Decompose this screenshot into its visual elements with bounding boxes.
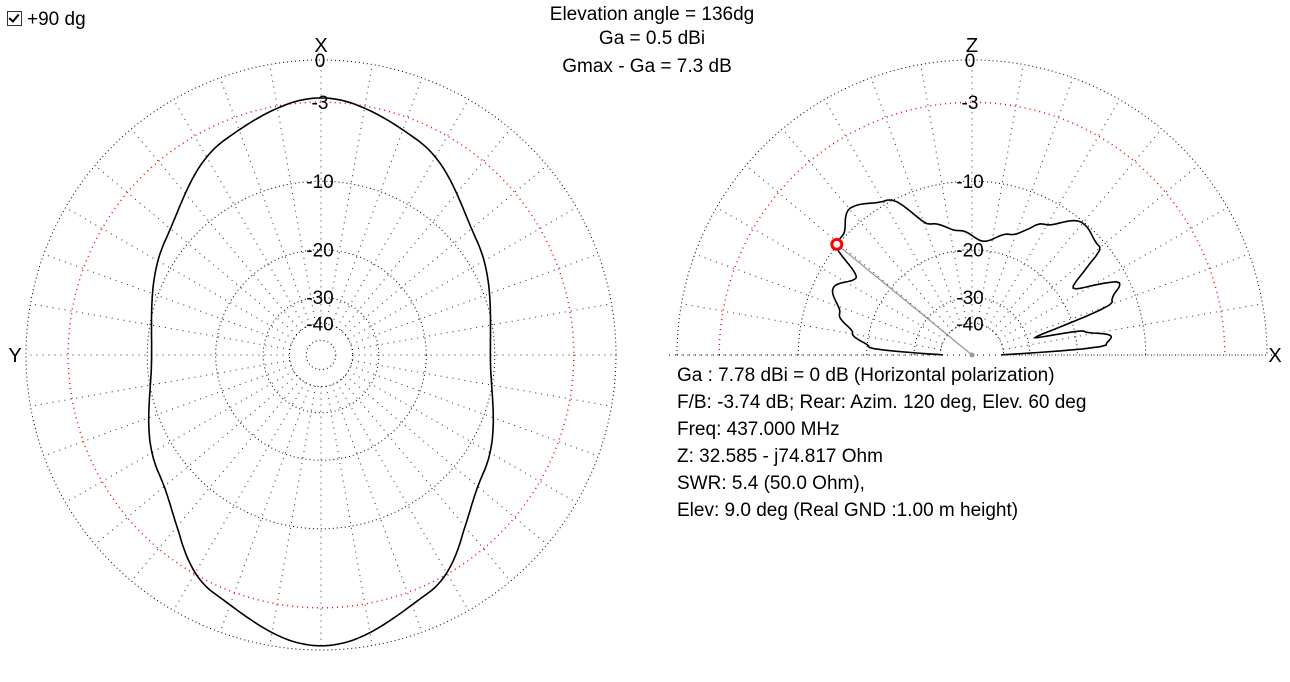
az-grid-ring	[305, 339, 337, 371]
az-grid-spoke	[30, 303, 291, 351]
el-grid-ring	[676, 59, 1268, 356]
el-cursor-marker	[830, 237, 844, 251]
az-ring-label: 0	[315, 51, 326, 72]
az-grid-ring	[288, 322, 354, 388]
info-impedance: Z: 32.585 - j74.817 Ohm	[677, 446, 883, 467]
az-grid-spoke	[94, 164, 298, 336]
el-ring-label: -30	[956, 288, 983, 309]
az-grid-spoke	[348, 207, 577, 340]
az-grid-spoke	[173, 99, 306, 328]
az-axis-x-label: X	[314, 35, 327, 57]
el-ring-label: 0	[965, 51, 976, 72]
az-grid-spoke	[43, 253, 292, 345]
az-grid-spoke	[325, 64, 373, 325]
az-grid-spoke	[130, 128, 302, 332]
az-grid-ring	[25, 59, 617, 651]
az-axis-y-label: Y	[8, 345, 21, 367]
el-grid-spoke	[716, 207, 945, 340]
az-grid-spoke	[351, 359, 612, 407]
ga-text: Ga = 0.5 dBi	[598, 28, 706, 49]
az-ring-label: -20	[306, 241, 333, 262]
az-grid-spoke	[340, 128, 512, 332]
el-grid-spoke	[987, 99, 1120, 328]
az-minus3-ring	[67, 101, 575, 609]
el-cursor-line	[836, 243, 973, 356]
el-grid-spoke	[995, 164, 1199, 336]
az-grid-spoke	[65, 370, 294, 503]
el-ring-label: -40	[956, 314, 983, 335]
plus90-checkbox[interactable]: +90 dg	[7, 9, 86, 31]
az-grid-spoke	[130, 378, 302, 582]
el-grid-spoke	[694, 253, 943, 345]
az-ring-label: -3	[312, 93, 329, 114]
az-grid-spoke	[344, 374, 548, 546]
az-grid-spoke	[340, 378, 512, 582]
gmax-ga-text: Gmax - Ga = 7.3 dB	[562, 56, 732, 77]
el-grid-ring	[797, 180, 1147, 356]
info-panel: Ga : 7.78 dBi = 0 dB (Horizontal polariz…	[677, 362, 1086, 524]
el-grid-spoke	[991, 128, 1163, 332]
az-grid-spoke	[269, 64, 317, 325]
el-grid-spoke	[681, 303, 942, 351]
el-grid-spoke	[999, 207, 1228, 340]
info-ga: Ga : 7.78 dBi = 0 dB (Horizontal polariz…	[677, 365, 1055, 386]
az-grid-spoke	[219, 384, 311, 633]
info-fb: F/B: -3.74 dB; Rear: Azim. 120 deg, Elev…	[677, 392, 1087, 413]
az-ring-label: -30	[306, 288, 333, 309]
info-elev: Elev: 9.0 deg (Real GND :1.00 m height)	[677, 500, 1019, 521]
el-grid-spoke	[982, 77, 1074, 326]
info-swr: SWR: 5.4 (50.0 Ohm),	[677, 473, 865, 494]
az-grid-spoke	[336, 382, 469, 611]
az-grid-ring	[146, 180, 496, 530]
az-grid-spoke	[350, 253, 599, 345]
info-freq: Freq: 437.000 MHz	[677, 419, 840, 440]
el-grid-spoke	[1001, 253, 1250, 345]
az-grid-spoke	[350, 365, 599, 457]
az-grid-spoke	[331, 384, 423, 633]
el-grid-spoke	[824, 99, 957, 328]
checkbox-label: +90 dg	[27, 9, 86, 30]
az-ring-label: -40	[306, 314, 333, 335]
el-grid-spoke	[745, 164, 949, 336]
az-grid-ring	[262, 296, 380, 414]
az-grid-spoke	[325, 385, 373, 646]
az-grid-spoke	[348, 370, 577, 503]
az-grid-ring	[215, 249, 427, 461]
az-ring-label: -10	[306, 172, 333, 193]
el-grid-spoke	[920, 64, 968, 325]
el-axis-x-label: X	[1268, 345, 1281, 367]
el-ring-label: -3	[962, 93, 979, 114]
az-grid-spoke	[351, 303, 612, 351]
el-ring-label: -20	[956, 241, 983, 262]
el-ring-label: -10	[956, 172, 983, 193]
az-grid-spoke	[94, 374, 298, 546]
az-grid-spoke	[336, 99, 469, 328]
az-grid-spoke	[43, 365, 292, 457]
checkbox-check-icon[interactable]	[7, 11, 22, 26]
az-pattern-curve	[147, 97, 495, 647]
az-grid-spoke	[173, 382, 306, 611]
az-grid-spoke	[65, 207, 294, 340]
el-pattern-curve	[831, 199, 1121, 356]
az-grid-spoke	[344, 164, 548, 336]
el-axis-z-label: Z	[966, 35, 978, 57]
elevation-angle-text: Elevation angle = 136dg	[549, 4, 755, 25]
el-grid-spoke	[781, 128, 953, 332]
el-origin-dot	[969, 352, 975, 358]
